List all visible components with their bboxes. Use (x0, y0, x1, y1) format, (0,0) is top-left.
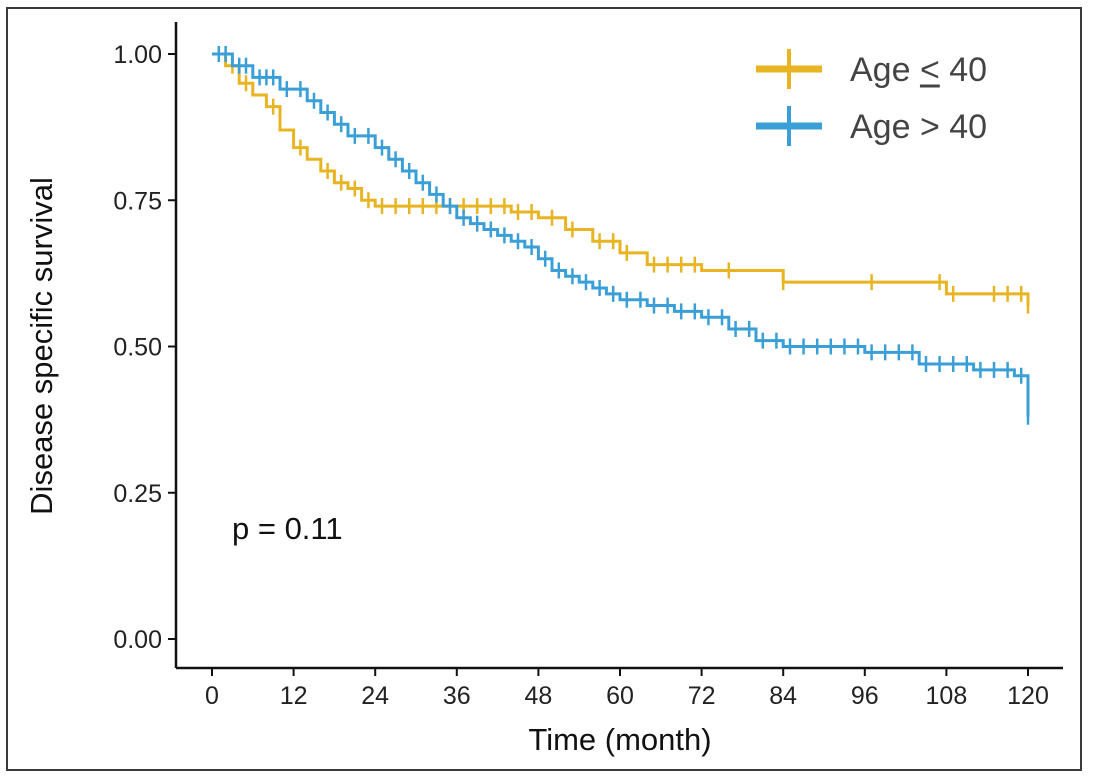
series-1 (212, 52, 1030, 314)
y-ticks: 0.00 0.25 0.50 0.75 1.00 (113, 41, 176, 654)
x-tick-label: 108 (926, 682, 968, 710)
y-tick-label: 0.75 (113, 187, 162, 215)
legend-item-2: Age > 40 (756, 106, 987, 146)
legend-label: Age > 40 (850, 108, 987, 146)
x-ticks: 0 12 24 36 48 60 72 84 96 108 120 (205, 668, 1049, 710)
legend-label-prefix: Age (850, 51, 920, 89)
x-tick-label: 36 (443, 682, 471, 710)
x-tick-label: 24 (361, 682, 389, 710)
x-tick-label: 84 (769, 682, 797, 710)
y-tick-label: 0.50 (113, 334, 162, 362)
series-layer (212, 46, 1030, 425)
y-tick-label: 0.00 (113, 626, 162, 654)
figure-frame (6, 7, 1082, 771)
x-tick-label: 48 (524, 682, 552, 710)
legend-label-suffix: 40 (940, 51, 987, 89)
x-tick-label: 120 (1007, 682, 1049, 710)
series-2 (212, 46, 1030, 425)
axes: 0 12 24 36 48 60 72 84 96 108 120 0.00 0.25 0.50 0.75… (113, 22, 1063, 710)
x-tick-label: 60 (606, 682, 634, 710)
legend-item-1: Age < 40 (756, 49, 987, 89)
x-tick-label: 96 (851, 682, 879, 710)
p-value-annotation: p = 0.11 (232, 511, 343, 546)
y-tick-label: 0.25 (113, 480, 162, 508)
legend-label-suffix: 40 (940, 108, 987, 146)
y-axis-title: Disease specific survival (24, 177, 59, 515)
x-tick-label: 72 (688, 682, 716, 710)
survival-curve (212, 52, 1030, 306)
legend-label-symbol: < (920, 51, 940, 89)
legend-label-prefix: Age (850, 108, 920, 146)
x-axis-title: Time (month) (528, 722, 711, 757)
legend-label-symbol: > (920, 108, 940, 146)
x-tick-label: 0 (205, 682, 219, 710)
y-tick-label: 1.00 (113, 41, 162, 69)
legend-label: Age < 40 (850, 51, 987, 89)
x-tick-label: 12 (280, 682, 308, 710)
